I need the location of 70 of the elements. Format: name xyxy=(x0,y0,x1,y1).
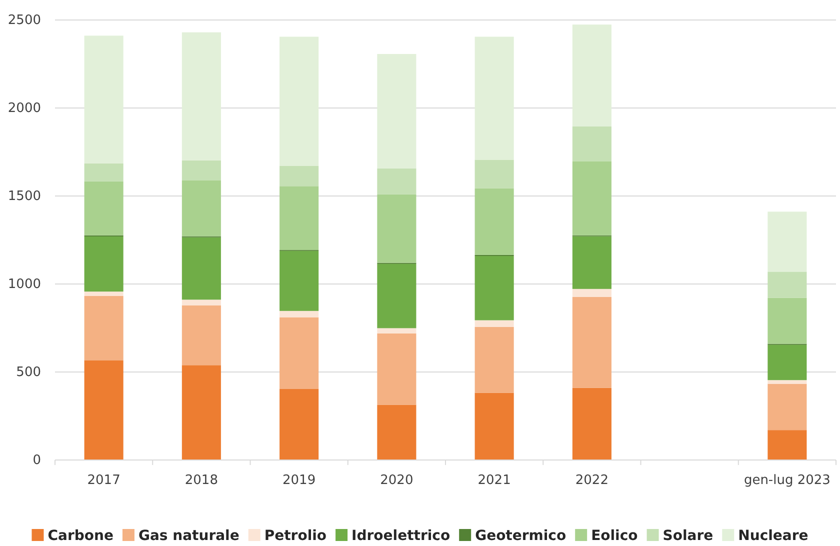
bar xyxy=(377,264,416,328)
bar xyxy=(377,194,416,263)
legend-label: Petrolio xyxy=(264,528,327,544)
bar xyxy=(768,272,807,298)
bar xyxy=(182,300,221,306)
legend-label: Eolico xyxy=(591,528,638,544)
bar xyxy=(377,54,416,168)
legend-label: Gas naturale xyxy=(138,528,240,544)
x-tick-label: 2021 xyxy=(478,473,511,488)
bar xyxy=(768,298,807,344)
bar xyxy=(572,388,612,460)
bar xyxy=(280,36,319,166)
y-tick-label: 1000 xyxy=(8,277,41,292)
bar xyxy=(572,24,612,126)
x-tick-label: 2022 xyxy=(575,473,608,488)
legend-label: Idroelettrico xyxy=(352,528,450,544)
legend-label: Geotermico xyxy=(475,528,566,544)
x-tick-label: 2019 xyxy=(282,473,316,488)
bar xyxy=(280,310,319,318)
bar xyxy=(474,36,514,160)
y-tick-label: 1500 xyxy=(8,189,41,204)
bar xyxy=(572,288,612,297)
bar xyxy=(474,320,514,327)
bar xyxy=(768,344,807,380)
bar xyxy=(572,162,612,236)
y-tick-label: 500 xyxy=(16,365,41,380)
x-tick-label: 2020 xyxy=(380,473,414,488)
bar xyxy=(377,404,416,460)
bar xyxy=(474,160,514,188)
bar xyxy=(84,296,124,360)
bar xyxy=(280,388,319,460)
bar xyxy=(377,333,416,405)
bar xyxy=(768,380,807,384)
x-tick-label: gen-lug 2023 xyxy=(744,473,830,488)
y-tick-label: 2000 xyxy=(8,101,41,116)
bar xyxy=(768,212,807,272)
legend-label: Nucleare xyxy=(738,528,808,544)
legend-label: Carbone xyxy=(48,528,114,544)
y-tick-label: 0 xyxy=(32,453,41,468)
bar xyxy=(280,166,319,186)
bar xyxy=(84,236,124,292)
bar xyxy=(377,168,416,194)
bar xyxy=(474,392,514,460)
bar xyxy=(768,384,807,430)
bar xyxy=(572,296,612,388)
bar xyxy=(182,237,221,300)
bar xyxy=(474,256,514,320)
x-tick-label: 2017 xyxy=(87,473,120,488)
bar xyxy=(84,292,124,296)
bar xyxy=(182,32,221,160)
bar xyxy=(280,186,319,250)
bar xyxy=(84,163,124,182)
bar xyxy=(84,36,124,164)
bar xyxy=(182,305,221,366)
bar xyxy=(474,326,514,393)
bar xyxy=(182,180,221,236)
bar xyxy=(182,365,221,460)
bar xyxy=(377,328,416,334)
bar xyxy=(84,181,124,236)
bar xyxy=(280,317,319,389)
x-tick-label: 2018 xyxy=(184,473,218,488)
legend-label: Solare xyxy=(662,528,714,544)
bar xyxy=(572,126,612,162)
bar xyxy=(280,250,319,311)
y-tick-label: 2500 xyxy=(8,13,41,28)
bar xyxy=(768,430,807,460)
bar xyxy=(182,160,221,181)
bar xyxy=(84,360,124,460)
bar xyxy=(572,236,612,289)
bar xyxy=(474,188,514,255)
